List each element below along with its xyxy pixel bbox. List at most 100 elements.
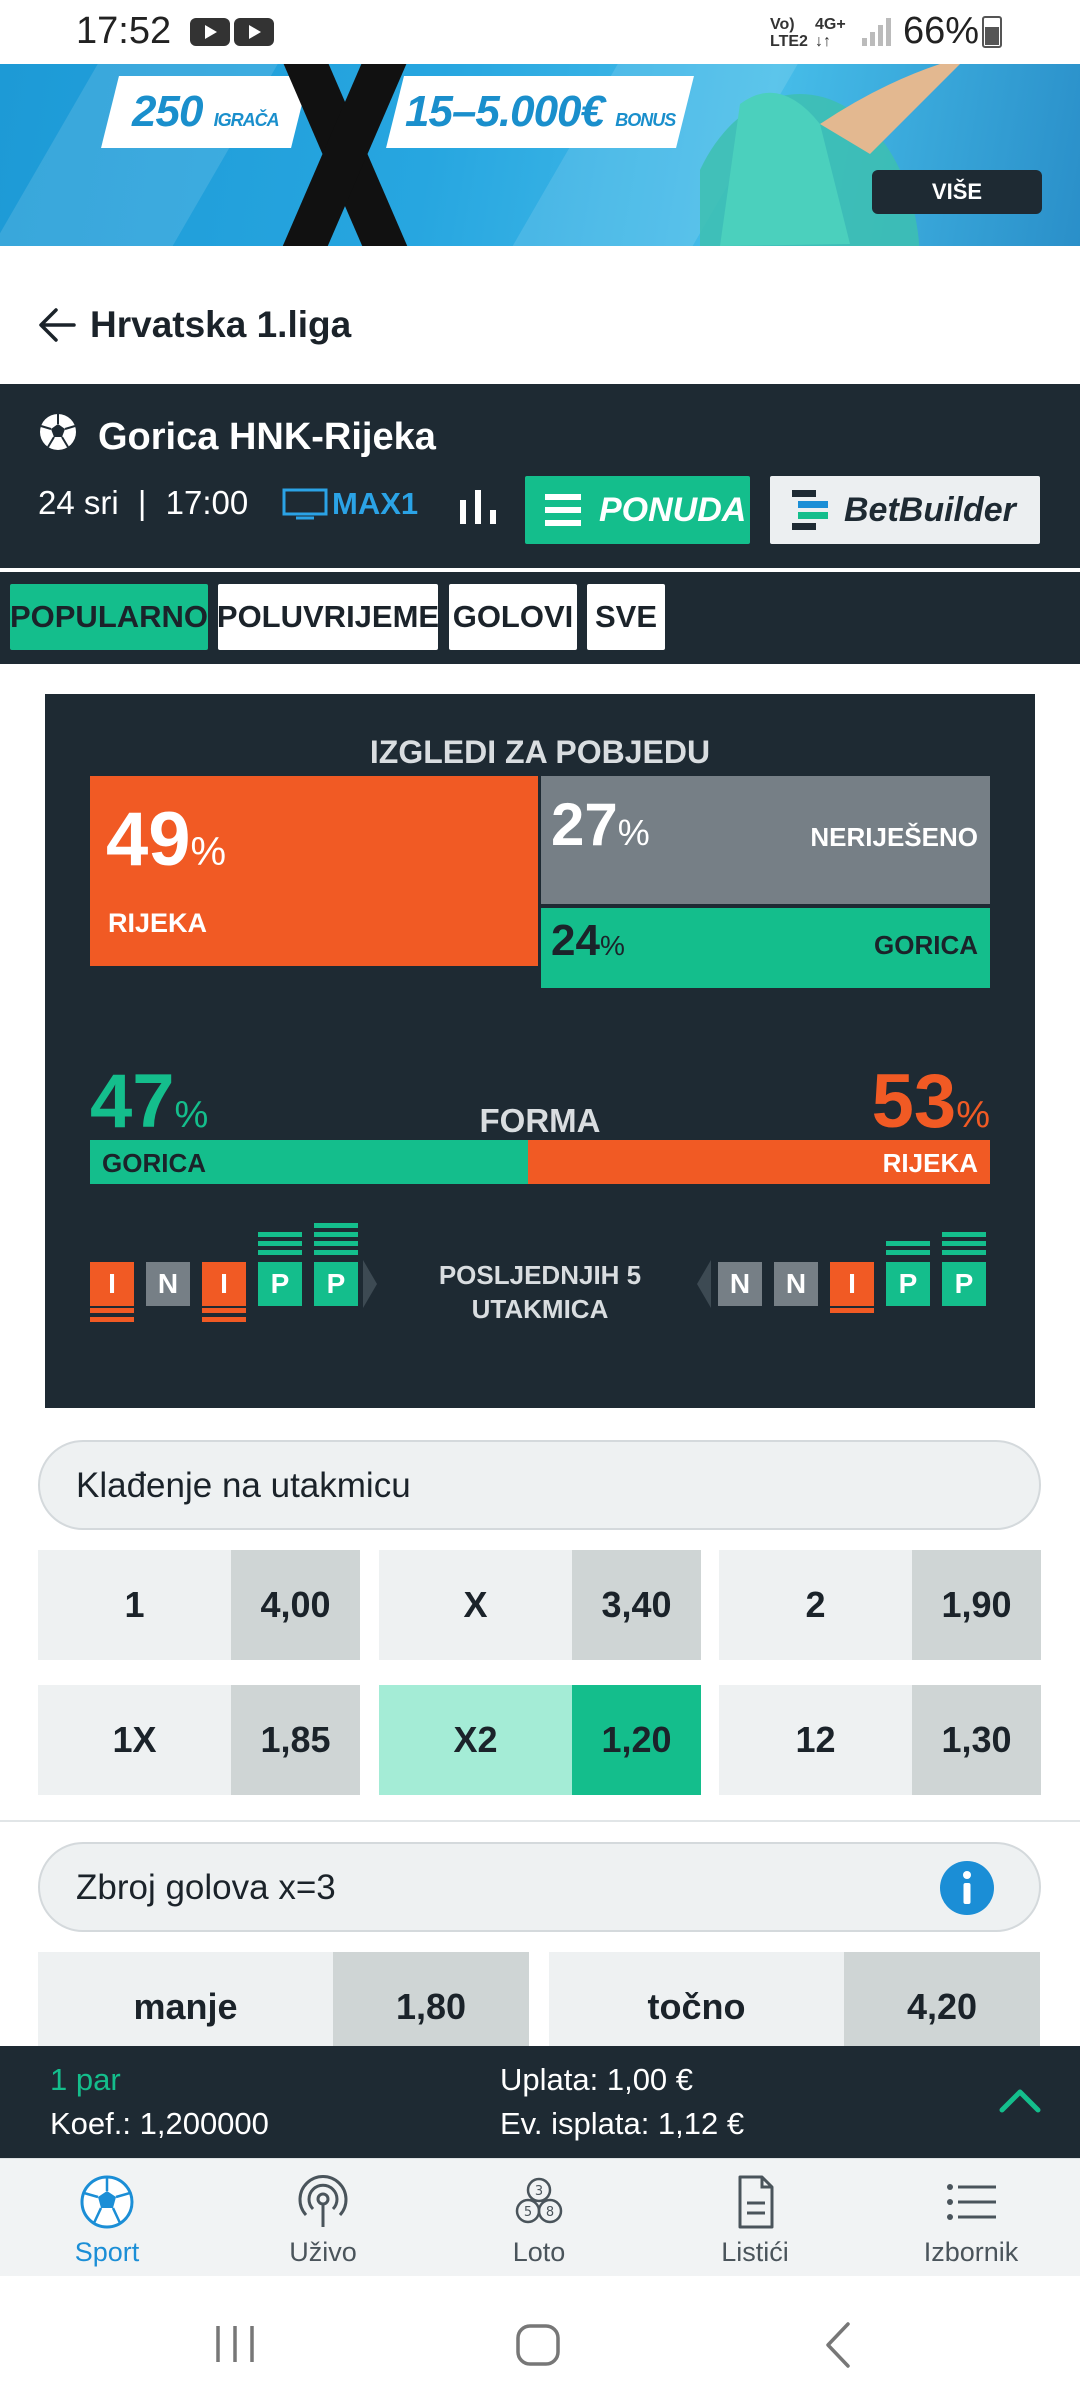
menu-list-icon: [947, 2184, 996, 2220]
odd-label: 2: [719, 1550, 912, 1660]
betbuilder-icon: [792, 490, 828, 530]
odd-value: 1,85: [231, 1685, 360, 1795]
odd-value: 1,90: [912, 1550, 1041, 1660]
match-time: 17:00: [165, 484, 249, 521]
promo-banner[interactable]: 250 IGRAČA 15–5.000€ BONUS VIŠE: [0, 64, 1080, 246]
win-chance-gorica: 24% GORICA: [541, 908, 990, 988]
4g-label: 4G+: [815, 16, 846, 33]
odd-label: manje: [38, 1952, 333, 2062]
tab-golovi[interactable]: GOLOVI: [449, 584, 577, 650]
nav-label: Sport: [74, 2237, 140, 2267]
result-bars: [886, 1241, 930, 1259]
stats-icon[interactable]: [458, 486, 498, 526]
lte-label: LTE2: [770, 33, 808, 50]
nav-listici[interactable]: Listići: [665, 2173, 845, 2273]
win-chance-rijeka: 49% RIJEKA: [90, 776, 538, 966]
odd-value: 1,20: [572, 1685, 701, 1795]
odd-value: 1,30: [912, 1685, 1041, 1795]
tab-sve[interactable]: SVE: [587, 584, 665, 650]
bet-slip-bar[interactable]: 1 par Koef.: 1,200000 Uplata: 1,00 € Ev.…: [0, 2046, 1080, 2158]
tv-icon: [282, 488, 328, 520]
odd-button-1x[interactable]: 1X 1,85: [38, 1685, 360, 1795]
odd-label: X2: [379, 1685, 572, 1795]
percent-sign: %: [190, 830, 227, 874]
odd-label: 12: [719, 1685, 912, 1795]
form-bar-rijeka: RIJEKA: [528, 1140, 990, 1184]
slip-stake: Uplata: 1,00 €: [500, 2062, 694, 2097]
market-header-total-goals[interactable]: Zbroj golova x=3: [38, 1842, 1041, 1932]
banner-bonus-unit: BONUS: [615, 110, 676, 130]
banner-player-image: [700, 64, 960, 246]
youtube-notification-icon: [234, 18, 274, 46]
broadcast-icon: [298, 2175, 348, 2227]
match-header: Gorica HNK-Rijeka 24 sri | 17:00 MAX1 PO…: [0, 384, 1080, 570]
ponuda-label: PONUDA: [599, 490, 747, 529]
nav-uzivo[interactable]: Uživo: [233, 2173, 413, 2273]
banner-players-unit: IGRAČA: [213, 110, 279, 130]
nav-izbornik[interactable]: Izbornik: [881, 2173, 1061, 2273]
recent-apps-icon[interactable]: [210, 2322, 260, 2366]
last-5-line1: POSLJEDNJIH 5: [438, 1260, 642, 1290]
result-bars: [314, 1223, 358, 1259]
bottom-navigation: Sport Uživo 3 5 8 Loto Listići: [0, 2158, 1080, 2276]
win-chance-rijeka-value: 49: [106, 797, 191, 882]
form-gorica-number: 47: [90, 1059, 175, 1144]
signal-icon: [862, 18, 891, 46]
result-win: P: [886, 1262, 930, 1306]
percent-sign: %: [174, 1094, 209, 1136]
soccer-ball-icon: [40, 414, 76, 450]
slip-payout: Ev. isplata: 1,12 €: [500, 2106, 745, 2141]
odd-button-12[interactable]: 12 1,30: [719, 1685, 1041, 1795]
arrow-left-icon: [697, 1260, 711, 1308]
form-title: FORMA: [479, 1102, 601, 1139]
info-icon[interactable]: [939, 1860, 995, 1916]
tv-channel: MAX1: [332, 486, 419, 521]
last-5-matches-label: POSLJEDNJIH 5 UTAKMICA: [415, 1258, 665, 1326]
form-bar-gorica-label: GORICA: [102, 1148, 206, 1178]
match-date: 24 sri: [38, 484, 119, 521]
ponuda-button[interactable]: PONUDA: [525, 476, 750, 544]
result-win: P: [942, 1262, 986, 1306]
match-stats-panel: IZGLEDI ZA POBJEDU 49% RIJEKA 27% NERIJE…: [45, 694, 1035, 1408]
odd-button-exact[interactable]: točno 4,20: [549, 1952, 1040, 2062]
odd-button-x[interactable]: X 3,40: [379, 1550, 701, 1660]
form-gorica-value: 47%: [90, 1058, 208, 1145]
arrow-right-icon: [363, 1260, 377, 1308]
nav-loto[interactable]: 3 5 8 Loto: [449, 2173, 629, 2273]
odd-value: 4,00: [231, 1550, 360, 1660]
banner-more-button[interactable]: VIŠE: [872, 170, 1042, 214]
odd-label: točno: [549, 1952, 844, 2062]
tab-popularno[interactable]: POPULARNO: [10, 584, 208, 650]
slip-coefficient: Koef.: 1,200000: [50, 2106, 269, 2141]
tab-poluvrijeme[interactable]: POLUVRIJEME: [217, 584, 439, 650]
nav-sport[interactable]: Sport: [17, 2173, 197, 2273]
back-arrow-icon[interactable]: [36, 304, 78, 346]
page-header: Hrvatska 1.liga: [0, 264, 1080, 384]
banner-bonus-tag: 15–5.000€ BONUS: [386, 76, 694, 148]
result-draw: N: [718, 1262, 762, 1306]
betbuilder-button[interactable]: BetBuilder: [770, 476, 1040, 544]
home-icon[interactable]: [514, 2322, 562, 2368]
betbuilder-label: BetBuilder: [844, 490, 1016, 529]
result-loss: I: [202, 1262, 246, 1306]
nav-label: Listići: [721, 2237, 789, 2267]
odd-button-under[interactable]: manje 1,80: [38, 1952, 529, 2062]
banner-x-graphic: [282, 64, 408, 246]
list-icon: [545, 494, 581, 526]
svg-text:3: 3: [535, 2184, 543, 2199]
page-title: Hrvatska 1.liga: [90, 304, 352, 345]
svg-text:8: 8: [546, 2205, 554, 2220]
percent-sign: %: [599, 930, 625, 961]
odd-button-1[interactable]: 1 4,00: [38, 1550, 360, 1660]
odd-button-2[interactable]: 2 1,90: [719, 1550, 1041, 1660]
win-chance-gorica-label: GORICA: [874, 930, 978, 960]
back-nav-icon[interactable]: [820, 2320, 856, 2370]
form-bar-gorica: GORICA: [90, 1140, 567, 1184]
odd-button-x2-selected[interactable]: X2 1,20: [379, 1685, 701, 1795]
chevron-up-icon[interactable]: [996, 2084, 1044, 2118]
market-header-match-result[interactable]: Klađenje na utakmicu: [38, 1440, 1041, 1530]
win-chance-draw-label: NERIJEŠENO: [810, 822, 978, 852]
match-title: Gorica HNK-Rijeka: [98, 416, 436, 458]
odd-value: 3,40: [572, 1550, 701, 1660]
result-loss: I: [90, 1262, 134, 1306]
